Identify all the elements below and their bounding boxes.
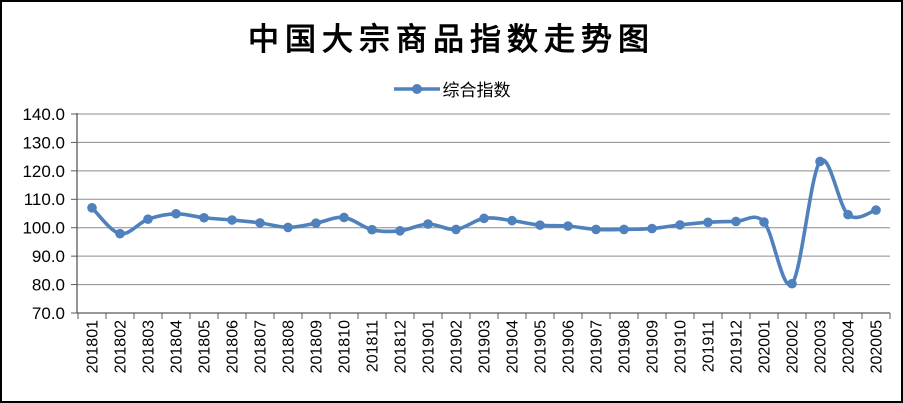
x-tick-label: 201811 [365,320,382,372]
gridlines [77,113,890,314]
data-point-marker [87,203,97,213]
x-tick-label: 201903 [477,320,494,373]
chart-title: 中国大宗商品指数走势图 [248,22,655,57]
data-point-marker [199,212,209,223]
y-tick-label: 110.0 [24,190,65,209]
x-tick-label: 202003 [813,320,830,373]
legend[interactable]: 综合指数 [2,76,901,101]
axis-labels: 140.0 130.0 120.0 110.0 100.0 90.0 80.0 70.0 201… [22,105,885,373]
data-point-marker [227,215,237,225]
legend-line-marker-icon [393,82,441,96]
data-point-marker [339,212,349,223]
x-tick-label: 201806 [225,320,242,373]
x-tick-label: 201902 [449,320,466,373]
data-point-marker [619,224,629,235]
x-tick-label: 201911 [701,320,718,372]
y-tick-label: 80.0 [32,276,65,295]
data-point-marker [451,224,461,235]
x-tick-label: 201908 [617,320,634,373]
data-point-marker [647,223,657,234]
x-tick-label: 201904 [505,320,522,373]
x-tick-label: 201909 [645,320,662,373]
data-point-marker [843,209,853,220]
x-tick-label: 201912 [729,320,746,373]
y-tick-label: 130.0 [22,133,65,152]
data-point-marker [283,222,293,233]
x-tick-label: 201807 [253,320,270,373]
data-point-marker [563,221,573,231]
y-tick-label: 140.0 [22,105,65,124]
y-tick-label: 120.0 [22,162,65,181]
x-tick-label: 201804 [169,320,186,373]
data-point-marker [703,217,713,228]
data-point-marker [479,213,489,224]
data-point-marker [535,220,545,230]
x-tick-label: 202005 [869,320,886,373]
data-point-marker [171,208,181,219]
data-point-marker [815,156,825,167]
data-point-marker [591,224,601,235]
data-point-marker [507,215,517,226]
data-point-marker [115,228,125,239]
data-point-marker [255,218,265,228]
data-point-marker [787,278,797,289]
y-tick-label: 100.0 [22,219,65,238]
x-tick-label: 201809 [309,320,326,373]
data-point-marker [367,224,377,235]
axes [71,113,891,319]
x-tick-label: 202001 [757,320,774,373]
x-tick-label: 201901 [421,320,438,373]
x-tick-label: 202004 [841,320,858,373]
x-tick-label: 201810 [337,320,354,373]
data-point-marker [143,214,153,224]
series-markers [87,156,881,289]
x-tick-label: 202002 [785,320,802,373]
x-tick-label: 201905 [533,320,550,373]
x-tick-label: 201808 [281,320,298,373]
x-tick-label: 201801 [85,320,102,373]
y-tick-label: 90.0 [32,247,65,266]
x-tick-label: 201805 [197,320,214,373]
x-tick-label: 201802 [113,320,130,373]
data-point-marker [311,218,321,228]
data-point-marker [423,219,433,229]
data-point-marker [731,216,741,227]
data-point-marker [871,205,881,215]
data-point-marker [675,220,685,230]
x-tick-label: 201803 [141,320,158,373]
legend-label: 综合指数 [442,81,511,100]
x-tick-label: 201906 [561,320,578,373]
y-tick-label: 70.0 [32,304,65,323]
x-tick-label: 201812 [393,320,410,373]
x-tick-label: 201910 [673,320,690,373]
data-point-marker [395,226,405,236]
data-point-marker [759,217,769,227]
x-tick-label: 201907 [589,320,606,373]
